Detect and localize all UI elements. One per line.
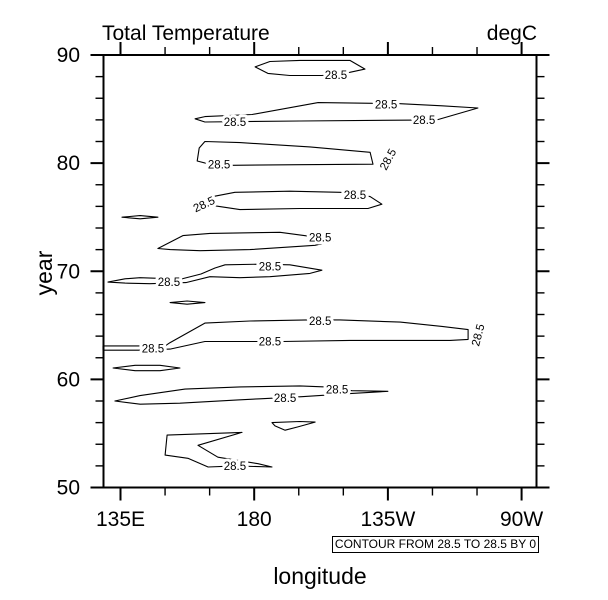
contour-label: 28.5 (158, 277, 180, 289)
chart-title: Total Temperature (102, 22, 270, 45)
units-label: degC (486, 22, 537, 45)
contour-label: 28.5 (224, 117, 246, 129)
y-tick-label: 50 (57, 477, 80, 500)
y-axis-title: year (31, 250, 57, 296)
y-tick-label: 90 (57, 44, 80, 67)
contour-line (169, 300, 206, 305)
contour-line (203, 190, 383, 211)
x-tick-label: 135W (360, 508, 415, 531)
y-tick-label: 80 (57, 152, 80, 175)
contour-line (164, 431, 273, 468)
contour-label: 28.5 (470, 323, 487, 348)
contour-label: 28.5 (413, 115, 435, 127)
contour-label: 28.5 (192, 195, 217, 215)
y-tick-label: 60 (57, 368, 80, 391)
contour-label: 28.5 (325, 70, 347, 82)
contour-label: 28.5 (326, 385, 348, 397)
contour-line (157, 231, 334, 252)
x-tick-label: 90W (500, 508, 543, 531)
contour-label: 28.5 (259, 337, 281, 349)
x-axis-title: longitude (273, 563, 367, 589)
contour-label: 28.5 (378, 147, 399, 172)
contour-line (107, 263, 323, 285)
contour-line (196, 140, 374, 166)
contour-line (102, 319, 469, 351)
contour-label: 28.5 (208, 160, 230, 172)
contour-line (114, 385, 389, 405)
contour-label: 28.5 (224, 461, 246, 473)
contour-line (271, 420, 316, 431)
contour-label: 28.5 (309, 316, 331, 328)
contour-label: 28.5 (142, 344, 164, 356)
y-tick-label: 70 (57, 260, 80, 283)
x-tick-label: 135E (96, 508, 145, 531)
contour-label: 28.5 (274, 393, 296, 405)
x-tick-label: 180 (237, 508, 272, 531)
contour-line (254, 59, 366, 77)
contour-line (112, 364, 181, 372)
contour-line (194, 102, 479, 123)
contour-info-box: CONTOUR FROM 28.5 TO 28.5 BY 0 (332, 536, 539, 553)
contour-label: 28.5 (259, 261, 281, 273)
contour-line (121, 215, 159, 220)
contour-label: 28.5 (375, 100, 397, 112)
contour-label: 28.5 (344, 190, 366, 202)
contour-label: 28.5 (309, 233, 331, 245)
